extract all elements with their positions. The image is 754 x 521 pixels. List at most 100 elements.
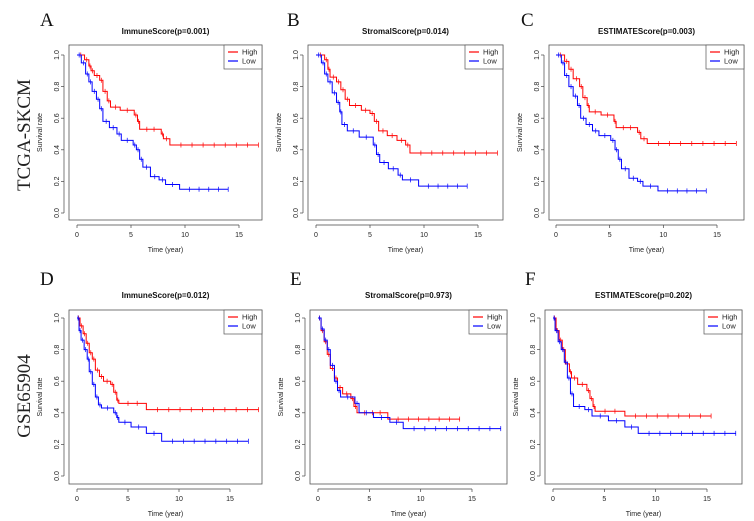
x-tick-label: 15 — [474, 232, 482, 239]
plot-frame — [307, 44, 504, 221]
km-curve-low — [77, 317, 249, 442]
panel-letter-e: E — [290, 269, 302, 290]
y-axis-label: Survival rate — [276, 113, 283, 152]
x-tick-label: 15 — [235, 232, 243, 239]
y-tick-label: 0.6 — [295, 376, 302, 386]
y-tick-label: 0.6 — [54, 113, 61, 123]
y-tick-label: 0.0 — [54, 471, 61, 481]
legend-box — [468, 309, 508, 335]
legend-label-low: Low — [483, 57, 497, 66]
legend-label-low: Low — [242, 57, 256, 66]
y-tick-label: 0.0 — [295, 471, 302, 481]
x-tick-label: 5 — [368, 232, 372, 239]
y-tick-label: 0.6 — [293, 113, 300, 123]
y-tick-label: 0.2 — [534, 176, 541, 186]
plot-frame — [544, 309, 743, 485]
y-tick-label: 0.6 — [534, 113, 541, 123]
y-tick-label: 0.8 — [54, 345, 61, 355]
y-tick-label: 0.8 — [54, 82, 61, 92]
y-tick-label: 0.4 — [530, 408, 537, 418]
y-tick-label: 0.4 — [54, 145, 61, 155]
x-tick-label: 0 — [75, 232, 79, 239]
legend-label-high: High — [242, 313, 257, 322]
panel-c: ESTIMATEScore(p=0.003) 0 5 10 15 Time (year) 0… — [517, 27, 745, 254]
y-tick-label: 0.0 — [534, 208, 541, 218]
panel-letter-b: B — [287, 10, 300, 31]
y-tick-label: 0.4 — [293, 145, 300, 155]
panel-a: ImmuneScore(p=0.001) 0 5 10 15 Time (year) 0.0… — [37, 27, 263, 254]
x-tick-label: 10 — [417, 496, 425, 503]
x-tick-label: 5 — [126, 496, 130, 503]
y-tick-label: 0.4 — [295, 408, 302, 418]
x-tick-label: 5 — [608, 232, 612, 239]
y-tick-label: 0.8 — [293, 82, 300, 92]
x-tick-label: 0 — [554, 232, 558, 239]
panel-letter-f: F — [525, 269, 536, 290]
km-curve-high — [553, 317, 712, 417]
y-tick-label: 0.2 — [293, 176, 300, 186]
panel-b: StromalScore(p=0.014) 0 5 10 15 Time (year) 0.… — [276, 27, 504, 254]
legend-box — [464, 44, 504, 70]
km-curve-low — [556, 54, 707, 192]
legend-label-low: Low — [487, 322, 501, 331]
x-axis-label: Time (year) — [626, 511, 662, 518]
x-tick-label: 0 — [316, 496, 320, 503]
legend-label-high: High — [722, 313, 737, 322]
panel-letter-a: A — [40, 10, 54, 31]
km-curve-low — [318, 317, 501, 430]
y-tick-label: 0.2 — [295, 439, 302, 449]
y-tick-label: 1.0 — [530, 313, 537, 323]
chart-title: ESTIMATEScore(p=0.202) — [595, 291, 692, 300]
y-tick-label: 0.2 — [54, 439, 61, 449]
x-axis-label: Time (year) — [148, 247, 184, 254]
chart-title: StromalScore(p=0.973) — [365, 291, 452, 300]
x-tick-label: 15 — [226, 496, 234, 503]
plot-frame — [68, 309, 263, 485]
plot-frame — [309, 309, 508, 485]
y-tick-label: 0.6 — [54, 376, 61, 386]
panel-e: StromalScore(p=0.973) 0 5 10 15 Time (year) 0.… — [278, 291, 508, 518]
x-tick-label: 15 — [468, 496, 476, 503]
y-tick-label: 1.0 — [295, 313, 302, 323]
chart-title: ImmuneScore(p=0.001) — [122, 27, 210, 36]
panel-letter-d: D — [40, 269, 54, 290]
y-tick-label: 1.0 — [54, 50, 61, 60]
y-tick-label: 0.2 — [530, 439, 537, 449]
y-tick-label: 0.2 — [54, 176, 61, 186]
x-tick-label: 10 — [175, 496, 183, 503]
plot-frame — [548, 44, 745, 221]
y-tick-label: 0.0 — [530, 471, 537, 481]
km-curve-high — [77, 54, 259, 146]
x-tick-label: 10 — [652, 496, 660, 503]
y-tick-label: 0.8 — [530, 345, 537, 355]
km-curve-high — [318, 317, 460, 420]
y-tick-label: 0.6 — [530, 376, 537, 386]
x-tick-label: 15 — [703, 496, 711, 503]
x-axis-label: Time (year) — [388, 247, 424, 254]
x-axis-label: Time (year) — [391, 511, 427, 518]
legend-label-high: High — [483, 48, 498, 57]
y-tick-label: 1.0 — [293, 50, 300, 60]
panel-f: ESTIMATEScore(p=0.202) 0 5 10 15 Time (year) 0… — [513, 291, 743, 518]
x-tick-label: 0 — [551, 496, 555, 503]
legend-box — [703, 309, 743, 335]
legend-label-low: Low — [722, 322, 736, 331]
chart-title: ESTIMATEScore(p=0.003) — [598, 27, 695, 36]
y-tick-label: 0.0 — [54, 208, 61, 218]
km-curve-low — [316, 54, 468, 187]
y-tick-label: 0.8 — [534, 82, 541, 92]
y-axis-label: Survival rate — [37, 113, 44, 152]
x-axis-label: Time (year) — [629, 247, 665, 254]
legend-label-low: Low — [724, 57, 738, 66]
x-tick-label: 0 — [314, 232, 318, 239]
x-axis-label: Time (year) — [148, 511, 184, 518]
x-tick-label: 10 — [181, 232, 189, 239]
y-tick-label: 0.8 — [295, 345, 302, 355]
y-tick-label: 0.0 — [293, 208, 300, 218]
x-tick-label: 0 — [75, 496, 79, 503]
plot-frame — [68, 44, 263, 221]
